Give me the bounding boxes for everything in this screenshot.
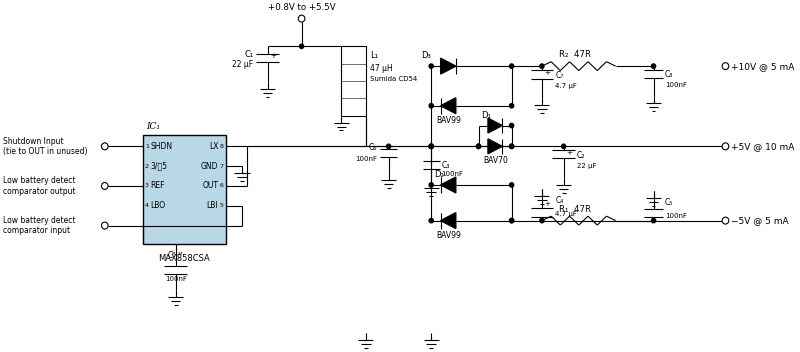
Circle shape bbox=[510, 219, 514, 223]
Circle shape bbox=[477, 144, 481, 149]
Text: 100nF: 100nF bbox=[665, 213, 687, 219]
Circle shape bbox=[102, 182, 108, 189]
Circle shape bbox=[429, 144, 434, 149]
Circle shape bbox=[651, 64, 656, 68]
Circle shape bbox=[429, 103, 434, 108]
Circle shape bbox=[651, 219, 656, 223]
Text: L₁: L₁ bbox=[370, 51, 378, 60]
Text: +: + bbox=[270, 53, 276, 59]
Circle shape bbox=[429, 183, 434, 187]
Circle shape bbox=[299, 44, 304, 49]
Circle shape bbox=[540, 64, 544, 68]
Text: Shutdown Input
(tie to OUT in unused): Shutdown Input (tie to OUT in unused) bbox=[2, 137, 87, 156]
Text: 7: 7 bbox=[219, 164, 223, 169]
Circle shape bbox=[477, 144, 481, 149]
Text: GND: GND bbox=[201, 162, 218, 171]
Text: +5V @ 10 mA: +5V @ 10 mA bbox=[731, 142, 794, 151]
Circle shape bbox=[429, 144, 434, 149]
Text: +: + bbox=[545, 70, 550, 76]
Circle shape bbox=[510, 64, 514, 68]
Text: +10V @ 5 mA: +10V @ 5 mA bbox=[731, 62, 794, 71]
Text: 8: 8 bbox=[220, 144, 223, 149]
Text: BAV99: BAV99 bbox=[436, 116, 461, 125]
Text: 47 μH: 47 μH bbox=[370, 64, 393, 73]
Polygon shape bbox=[441, 177, 456, 193]
Text: 3/5: 3/5 bbox=[150, 162, 167, 171]
Text: BAV99: BAV99 bbox=[436, 231, 461, 239]
Circle shape bbox=[722, 143, 729, 150]
Text: 100nF: 100nF bbox=[442, 171, 464, 177]
Text: D₂: D₂ bbox=[434, 170, 444, 179]
Text: 5: 5 bbox=[220, 203, 223, 208]
Circle shape bbox=[510, 144, 514, 149]
Circle shape bbox=[429, 64, 434, 68]
Text: R₁  47R: R₁ 47R bbox=[559, 205, 591, 214]
Bar bbox=[142, 136, 226, 244]
Text: D₁: D₁ bbox=[482, 111, 491, 120]
Text: BAV70: BAV70 bbox=[483, 156, 508, 165]
Text: 100nF: 100nF bbox=[165, 276, 186, 282]
Text: LBI: LBI bbox=[206, 201, 218, 210]
Circle shape bbox=[386, 144, 390, 149]
Text: D₃: D₃ bbox=[422, 51, 431, 60]
Text: OUT: OUT bbox=[202, 181, 218, 190]
Text: 22 μF: 22 μF bbox=[232, 59, 254, 69]
Text: 22 μF: 22 μF bbox=[577, 163, 597, 169]
Circle shape bbox=[722, 217, 729, 224]
Bar bbox=[342, 46, 366, 116]
Text: C₁: C₁ bbox=[244, 50, 254, 59]
Text: LX: LX bbox=[209, 142, 218, 151]
Text: LBO: LBO bbox=[150, 201, 166, 210]
Text: Low battery detect
comparator input: Low battery detect comparator input bbox=[2, 216, 75, 235]
Text: 4.7 μF: 4.7 μF bbox=[555, 83, 577, 89]
Circle shape bbox=[540, 219, 544, 223]
Text: C₆: C₆ bbox=[369, 143, 378, 152]
Text: REF: REF bbox=[150, 181, 165, 190]
Text: C₃: C₃ bbox=[442, 161, 450, 170]
Circle shape bbox=[102, 222, 108, 229]
Circle shape bbox=[510, 123, 514, 128]
Circle shape bbox=[562, 144, 566, 149]
Text: 4.7 μF: 4.7 μF bbox=[555, 210, 577, 216]
Polygon shape bbox=[441, 58, 456, 74]
Circle shape bbox=[429, 144, 434, 149]
Text: Cᴿᴸᴹ: Cᴿᴸᴹ bbox=[168, 251, 183, 260]
Text: C₄: C₄ bbox=[555, 196, 563, 205]
Text: +: + bbox=[545, 201, 550, 207]
Text: Sumida CD54: Sumida CD54 bbox=[370, 76, 417, 82]
Circle shape bbox=[510, 219, 514, 223]
Text: 100nF: 100nF bbox=[355, 156, 378, 162]
Text: 4: 4 bbox=[145, 203, 149, 208]
Text: MAX858CSA: MAX858CSA bbox=[158, 254, 210, 263]
Text: −5V @ 5 mA: −5V @ 5 mA bbox=[731, 216, 789, 225]
Text: Low battery detect
comparator output: Low battery detect comparator output bbox=[2, 176, 75, 196]
Circle shape bbox=[510, 144, 514, 149]
Circle shape bbox=[510, 103, 514, 108]
Text: 2: 2 bbox=[145, 164, 149, 169]
Text: +0.8V to +5.5V: +0.8V to +5.5V bbox=[268, 3, 335, 12]
Circle shape bbox=[510, 183, 514, 187]
Polygon shape bbox=[488, 118, 502, 133]
Text: 3: 3 bbox=[145, 183, 149, 188]
Text: IC₁: IC₁ bbox=[146, 122, 161, 132]
Text: 6: 6 bbox=[220, 183, 223, 188]
Text: R₂  47R: R₂ 47R bbox=[559, 50, 591, 59]
Text: C₇: C₇ bbox=[555, 71, 563, 80]
Circle shape bbox=[298, 15, 305, 22]
Text: 1: 1 bbox=[145, 144, 149, 149]
Polygon shape bbox=[441, 98, 456, 114]
Circle shape bbox=[429, 219, 434, 223]
Text: C₂: C₂ bbox=[577, 151, 586, 160]
Circle shape bbox=[722, 63, 729, 70]
Circle shape bbox=[102, 143, 108, 150]
Text: SHDN: SHDN bbox=[150, 142, 172, 151]
Polygon shape bbox=[488, 139, 502, 154]
Text: C₈: C₈ bbox=[665, 70, 674, 79]
Text: 100nF: 100nF bbox=[665, 82, 687, 88]
Text: C₅: C₅ bbox=[665, 198, 674, 207]
Polygon shape bbox=[441, 213, 456, 228]
Text: +: + bbox=[566, 150, 572, 156]
